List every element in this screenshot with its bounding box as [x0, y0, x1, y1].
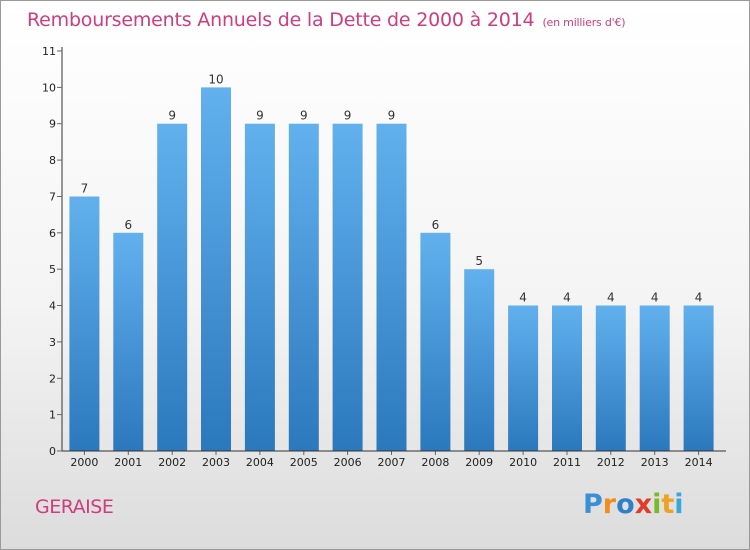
- commune-name: GERAISE: [35, 496, 114, 518]
- bar-2013: [639, 305, 670, 451]
- logo-letter: i: [652, 489, 662, 520]
- data-label-2011: 4: [563, 291, 571, 305]
- labels-layer: 7200062001920021020039200492005920069200…: [42, 45, 713, 469]
- data-label-2007: 9: [388, 109, 396, 123]
- x-tick-label-2003: 2003: [202, 456, 230, 469]
- logo-letter: x: [634, 489, 653, 520]
- bar-2011: [552, 305, 582, 451]
- bar-2014: [683, 305, 714, 451]
- x-tick-label-2000: 2000: [70, 456, 98, 469]
- y-tick-label-0: 0: [49, 445, 56, 458]
- bar-2005: [288, 123, 319, 451]
- logo-letter: P: [583, 489, 603, 520]
- y-tick-label-7: 7: [49, 191, 56, 204]
- data-label-2002: 9: [168, 109, 176, 123]
- y-tick-label-10: 10: [42, 81, 56, 94]
- data-label-2006: 9: [344, 109, 352, 123]
- data-label-2013: 4: [651, 291, 659, 305]
- y-tick-label-8: 8: [49, 154, 56, 167]
- logo-letter: t: [661, 489, 675, 520]
- bars-layer: [69, 87, 714, 452]
- y-tick-label-1: 1: [49, 409, 56, 422]
- bar-2002: [157, 123, 188, 451]
- x-tick-label-2008: 2008: [421, 456, 449, 469]
- logo-letter: r: [602, 489, 617, 520]
- bar-2004: [244, 123, 275, 451]
- x-tick-label-2001: 2001: [114, 456, 142, 469]
- data-label-2008: 6: [432, 218, 440, 232]
- x-tick-label-2012: 2012: [597, 456, 625, 469]
- data-label-2009: 5: [475, 254, 483, 268]
- bar-2012: [595, 305, 626, 451]
- chart-subtitle: (en milliers d'€): [542, 16, 626, 29]
- data-label-2000: 7: [81, 182, 89, 196]
- bar-2008: [420, 232, 451, 451]
- x-tick-label-2013: 2013: [641, 456, 669, 469]
- data-label-2012: 4: [607, 291, 615, 305]
- y-tick-label-11: 11: [42, 45, 56, 58]
- bar-2007: [376, 123, 407, 451]
- x-tick-label-2005: 2005: [290, 456, 318, 469]
- x-tick-label-2007: 2007: [378, 456, 406, 469]
- bar-2009: [464, 269, 495, 451]
- x-tick-label-2002: 2002: [158, 456, 186, 469]
- logo-letter: o: [616, 489, 635, 520]
- y-tick-label-4: 4: [49, 300, 56, 313]
- logo-letter: i: [674, 489, 684, 520]
- x-tick-label-2014: 2014: [685, 456, 713, 469]
- chart-title: Remboursements Annuels de la Dette de 20…: [27, 9, 626, 31]
- x-tick-label-2011: 2011: [553, 456, 581, 469]
- bar-2000: [69, 196, 100, 451]
- y-tick-label-3: 3: [49, 336, 56, 349]
- axis-layer: [57, 47, 726, 455]
- data-label-2005: 9: [300, 109, 308, 123]
- bar-2006: [332, 123, 363, 451]
- x-tick-label-2009: 2009: [465, 456, 493, 469]
- x-tick-label-2006: 2006: [334, 456, 362, 469]
- data-label-2001: 6: [124, 218, 132, 232]
- proxiti-logo[interactable]: Proxiti: [583, 489, 684, 520]
- data-label-2003: 10: [208, 72, 223, 86]
- y-tick-label-6: 6: [49, 227, 56, 240]
- x-tick-label-2010: 2010: [509, 456, 537, 469]
- bar-2010: [508, 305, 539, 451]
- y-tick-label-5: 5: [49, 263, 56, 276]
- x-tick-label-2004: 2004: [246, 456, 274, 469]
- y-tick-label-9: 9: [49, 118, 56, 131]
- y-tick-label-2: 2: [49, 372, 56, 385]
- data-label-2004: 9: [256, 109, 264, 123]
- data-label-2014: 4: [695, 291, 703, 305]
- bar-2001: [113, 232, 144, 451]
- chart-title-text: Remboursements Annuels de la Dette de 20…: [27, 9, 535, 31]
- data-label-2010: 4: [519, 291, 527, 305]
- bar-2003: [201, 87, 231, 452]
